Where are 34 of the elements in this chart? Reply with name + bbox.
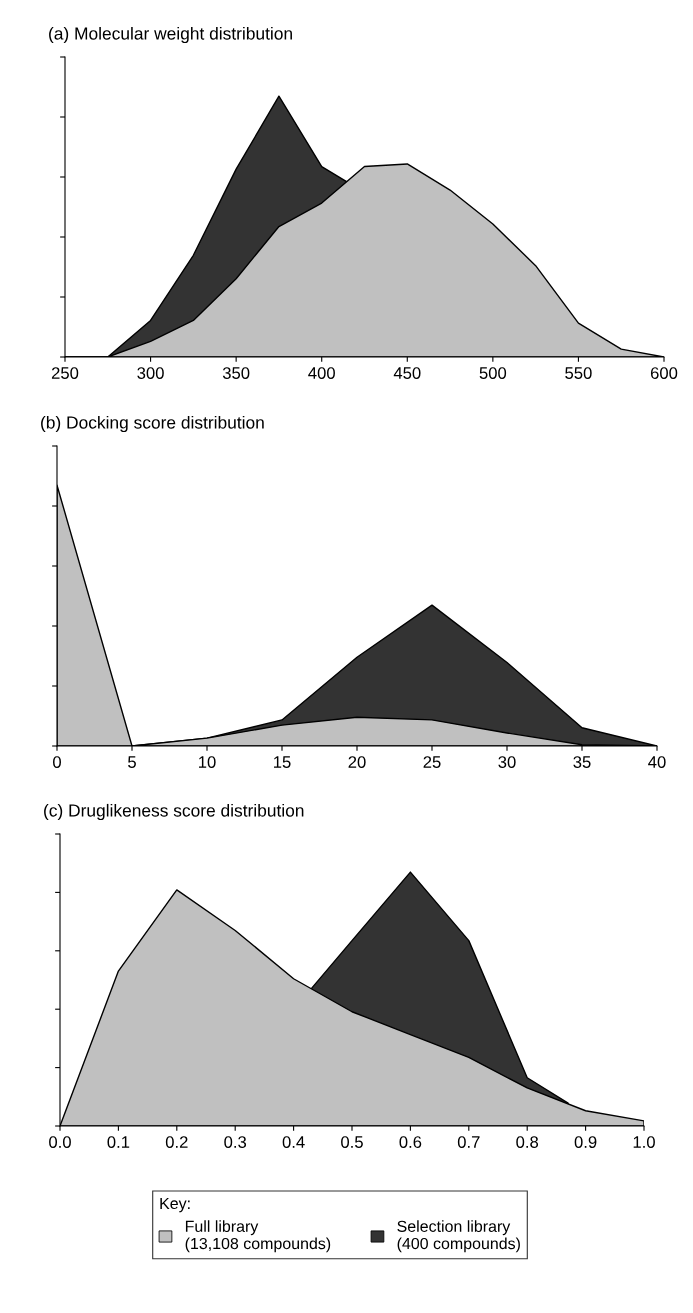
x-tick-label: 550 <box>565 367 592 379</box>
x-tick-label: 35 <box>573 756 591 768</box>
x-tick-label: 0.7 <box>457 1136 480 1148</box>
x-tick-label: 500 <box>479 367 507 379</box>
legend-title: Key: <box>160 1197 190 1213</box>
x-tick-label: 0.0 <box>49 1136 71 1148</box>
x-tick-label: 0.1 <box>107 1136 130 1148</box>
legend-label: Full library (13,108 compounds) <box>185 1220 331 1253</box>
x-tick-label: 0.5 <box>341 1136 363 1148</box>
x-tick-label: 0.6 <box>399 1136 422 1148</box>
x-tick-label: 25 <box>423 756 441 768</box>
x-tick-label: 15 <box>274 756 291 768</box>
x-tick-label: 450 <box>393 367 421 379</box>
x-tick-label: 0 <box>53 756 61 768</box>
x-tick-label: 400 <box>308 367 335 379</box>
x-tick-label: 600 <box>650 367 678 379</box>
x-tick-label: 0.8 <box>516 1136 539 1148</box>
chart-title: (b) Docking score distribution <box>41 415 264 433</box>
chart-title: (a) Molecular weight distribution <box>49 26 292 44</box>
chart-title: (c) Druglikeness score distribution <box>44 803 304 821</box>
x-tick-label: 1.0 <box>633 1136 655 1148</box>
x-tick-label: 20 <box>348 756 366 768</box>
x-tick-label: 250 <box>51 367 79 379</box>
x-tick-label: 0.2 <box>165 1136 188 1148</box>
x-tick-label: 0.9 <box>574 1136 597 1148</box>
x-tick-label: 350 <box>222 367 250 379</box>
x-tick-label: 30 <box>498 756 516 768</box>
x-tick-label: 300 <box>137 367 164 379</box>
legend-label: Selection library (400 compounds) <box>397 1220 520 1253</box>
x-tick-label: 0.4 <box>282 1136 305 1148</box>
x-tick-label: 10 <box>199 756 216 768</box>
x-tick-label: 40 <box>648 756 666 768</box>
x-tick-label: 0.3 <box>224 1136 247 1148</box>
x-tick-label: 5 <box>128 756 136 768</box>
